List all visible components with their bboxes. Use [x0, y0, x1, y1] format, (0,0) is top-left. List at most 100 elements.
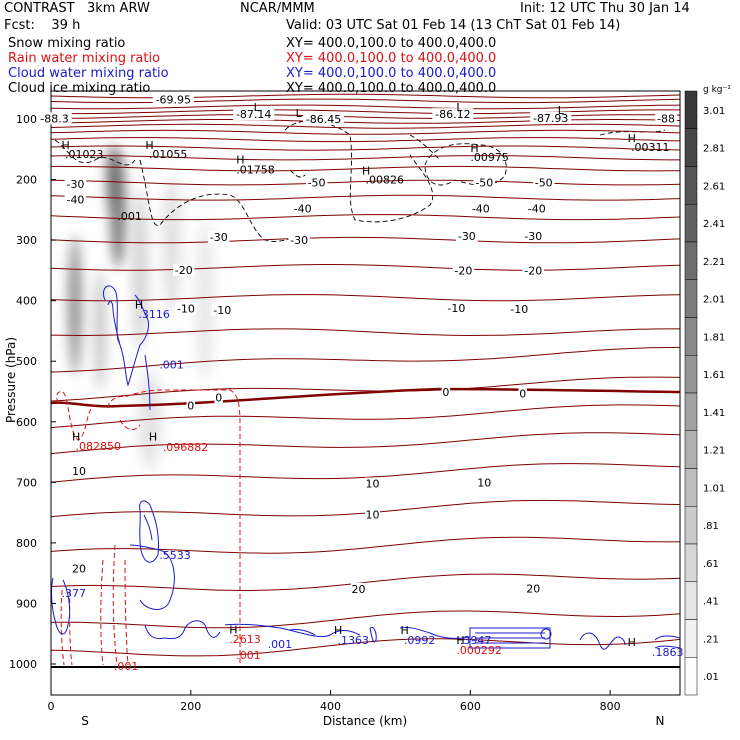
isotherm-line — [51, 638, 680, 657]
contour-label-bg — [452, 264, 475, 277]
low-marker: L — [296, 107, 303, 120]
contour-label: -30 — [524, 230, 542, 243]
maximum-value-label: .0992 — [404, 634, 436, 647]
isotherm-line — [51, 165, 680, 172]
contour-label-bg — [173, 263, 195, 276]
maximum-value-label: .3116 — [138, 308, 170, 321]
contour-label-bg — [364, 477, 380, 490]
contour-label: -20 — [175, 264, 193, 277]
isotherm-line — [51, 346, 680, 373]
low-marker: L — [558, 104, 565, 117]
maximum-value-label: .001 — [268, 638, 293, 651]
contour-label-bg — [207, 231, 230, 244]
maximum-value-label: .01023 — [65, 148, 104, 161]
contour-label-bg — [233, 108, 275, 121]
contour-label-bg — [364, 508, 380, 521]
y-tick-label: 400 — [16, 295, 37, 308]
field-cloudwater-name: Cloud water mixing ratio — [8, 66, 169, 81]
colorbar-label: 1.61 — [703, 370, 725, 381]
field-cloudice-name: Cloud ice mixing ratio — [8, 81, 151, 96]
contour-label: 10 — [365, 508, 379, 521]
isotherm-line — [51, 194, 680, 201]
contour-label: 10 — [72, 465, 86, 478]
contour-label-bg — [186, 399, 196, 412]
model-title: CONTRAST 3km ARW — [4, 1, 150, 16]
isotherm-line — [51, 432, 680, 455]
isotherm-line — [51, 119, 680, 124]
center-title: NCAR/MMM — [240, 1, 315, 16]
isotherm-line — [51, 264, 680, 271]
contour-label-bg — [37, 112, 72, 125]
maximum-value-label: .00826 — [366, 174, 405, 187]
cloud-ice-contours — [54, 120, 666, 242]
isotherm-line — [51, 145, 680, 151]
colorbar-swatch — [684, 204, 698, 243]
contour-label-bg — [508, 303, 531, 316]
high-marker: H — [628, 636, 636, 649]
contour-label-bg — [175, 302, 197, 315]
colorbar-swatch — [684, 543, 698, 582]
contour-label: -40 — [472, 203, 490, 216]
contour-label-bg — [445, 301, 468, 314]
contour-label-bg — [456, 229, 478, 242]
contour-label-bg — [532, 176, 555, 189]
isotherm-line — [51, 376, 680, 402]
colorbar-label: .61 — [703, 559, 719, 570]
high-marker: H — [628, 132, 636, 145]
contour-label-bg — [522, 229, 544, 242]
maximum-value-label: .1363 — [338, 634, 370, 647]
contour-label: -10 — [177, 303, 195, 316]
field-snow-name: Snow mixing ratio — [8, 36, 126, 51]
rain-water-contours — [56, 389, 241, 666]
temperature-contours — [51, 93, 680, 657]
x-tick-label: 200 — [180, 700, 201, 713]
contour-label: -30 — [66, 178, 84, 191]
contour-label: -20 — [454, 264, 472, 277]
isotherm-line — [51, 155, 680, 161]
contour-labels: -69.95 -87.14 -86.45 -86.12 -87.93 -88 -88.3 -3… — [37, 93, 677, 596]
high-marker: H — [145, 139, 153, 152]
contour-label: 0 — [442, 386, 449, 399]
forecast-hour: Fcst: 39 h — [4, 18, 81, 33]
maximum-value-label: .001 — [114, 660, 138, 673]
maximum-value-label: .5533 — [159, 549, 191, 562]
south-label: S — [81, 714, 89, 728]
isotherm-line — [51, 123, 680, 129]
field-cloudice-xy: XY= 400.0,100.0 to 400.0,400.0 — [286, 81, 497, 96]
contour-label-bg — [655, 112, 677, 125]
contour-label-bg — [305, 176, 328, 189]
contour-label-bg — [214, 391, 223, 404]
contour-label: -50 — [475, 177, 493, 190]
contour-label: -86.45 — [306, 113, 341, 126]
contour-label: 10 — [477, 476, 491, 489]
contour-label: 10 — [365, 478, 379, 491]
contour-label-bg — [288, 234, 310, 247]
colorbar-label: 1.01 — [703, 483, 725, 494]
contour-label: -10 — [447, 302, 465, 315]
contour-label: -10 — [213, 304, 231, 317]
isotherm-line — [51, 573, 680, 591]
field-snow-xy: XY= 400.0,100.0 to 400.0,400.0 — [286, 36, 497, 51]
maximum-value-label: .001 — [159, 358, 184, 371]
contour-label-bg — [291, 202, 314, 215]
contour-label-bg — [71, 464, 87, 477]
y-tick-label: 700 — [16, 476, 37, 489]
colorbar-label: .41 — [703, 597, 719, 608]
colorbar-swatch — [684, 279, 698, 318]
low-marker: L — [254, 101, 261, 114]
isotherm-line — [51, 114, 680, 120]
contour-label: 20 — [526, 582, 540, 595]
y-tick-label: 1000 — [9, 658, 37, 671]
isotherm-line — [51, 98, 680, 104]
colorbar-label: 2.21 — [703, 257, 725, 268]
freezing-level-contour — [51, 387, 680, 408]
colorbar-label: 1.81 — [703, 332, 725, 343]
x-tick-label: 800 — [600, 700, 621, 713]
colorbar-swatch — [684, 657, 698, 696]
maximum-value-label: .00975 — [470, 151, 509, 164]
high-marker: H — [229, 623, 237, 636]
colorbar-label: 2.81 — [703, 144, 725, 155]
colorbar-swatch — [684, 317, 698, 356]
isotherm-line — [51, 236, 680, 244]
field-cloudwater-xy: XY= 400.0,100.0 to 400.0,400.0 — [286, 66, 497, 81]
